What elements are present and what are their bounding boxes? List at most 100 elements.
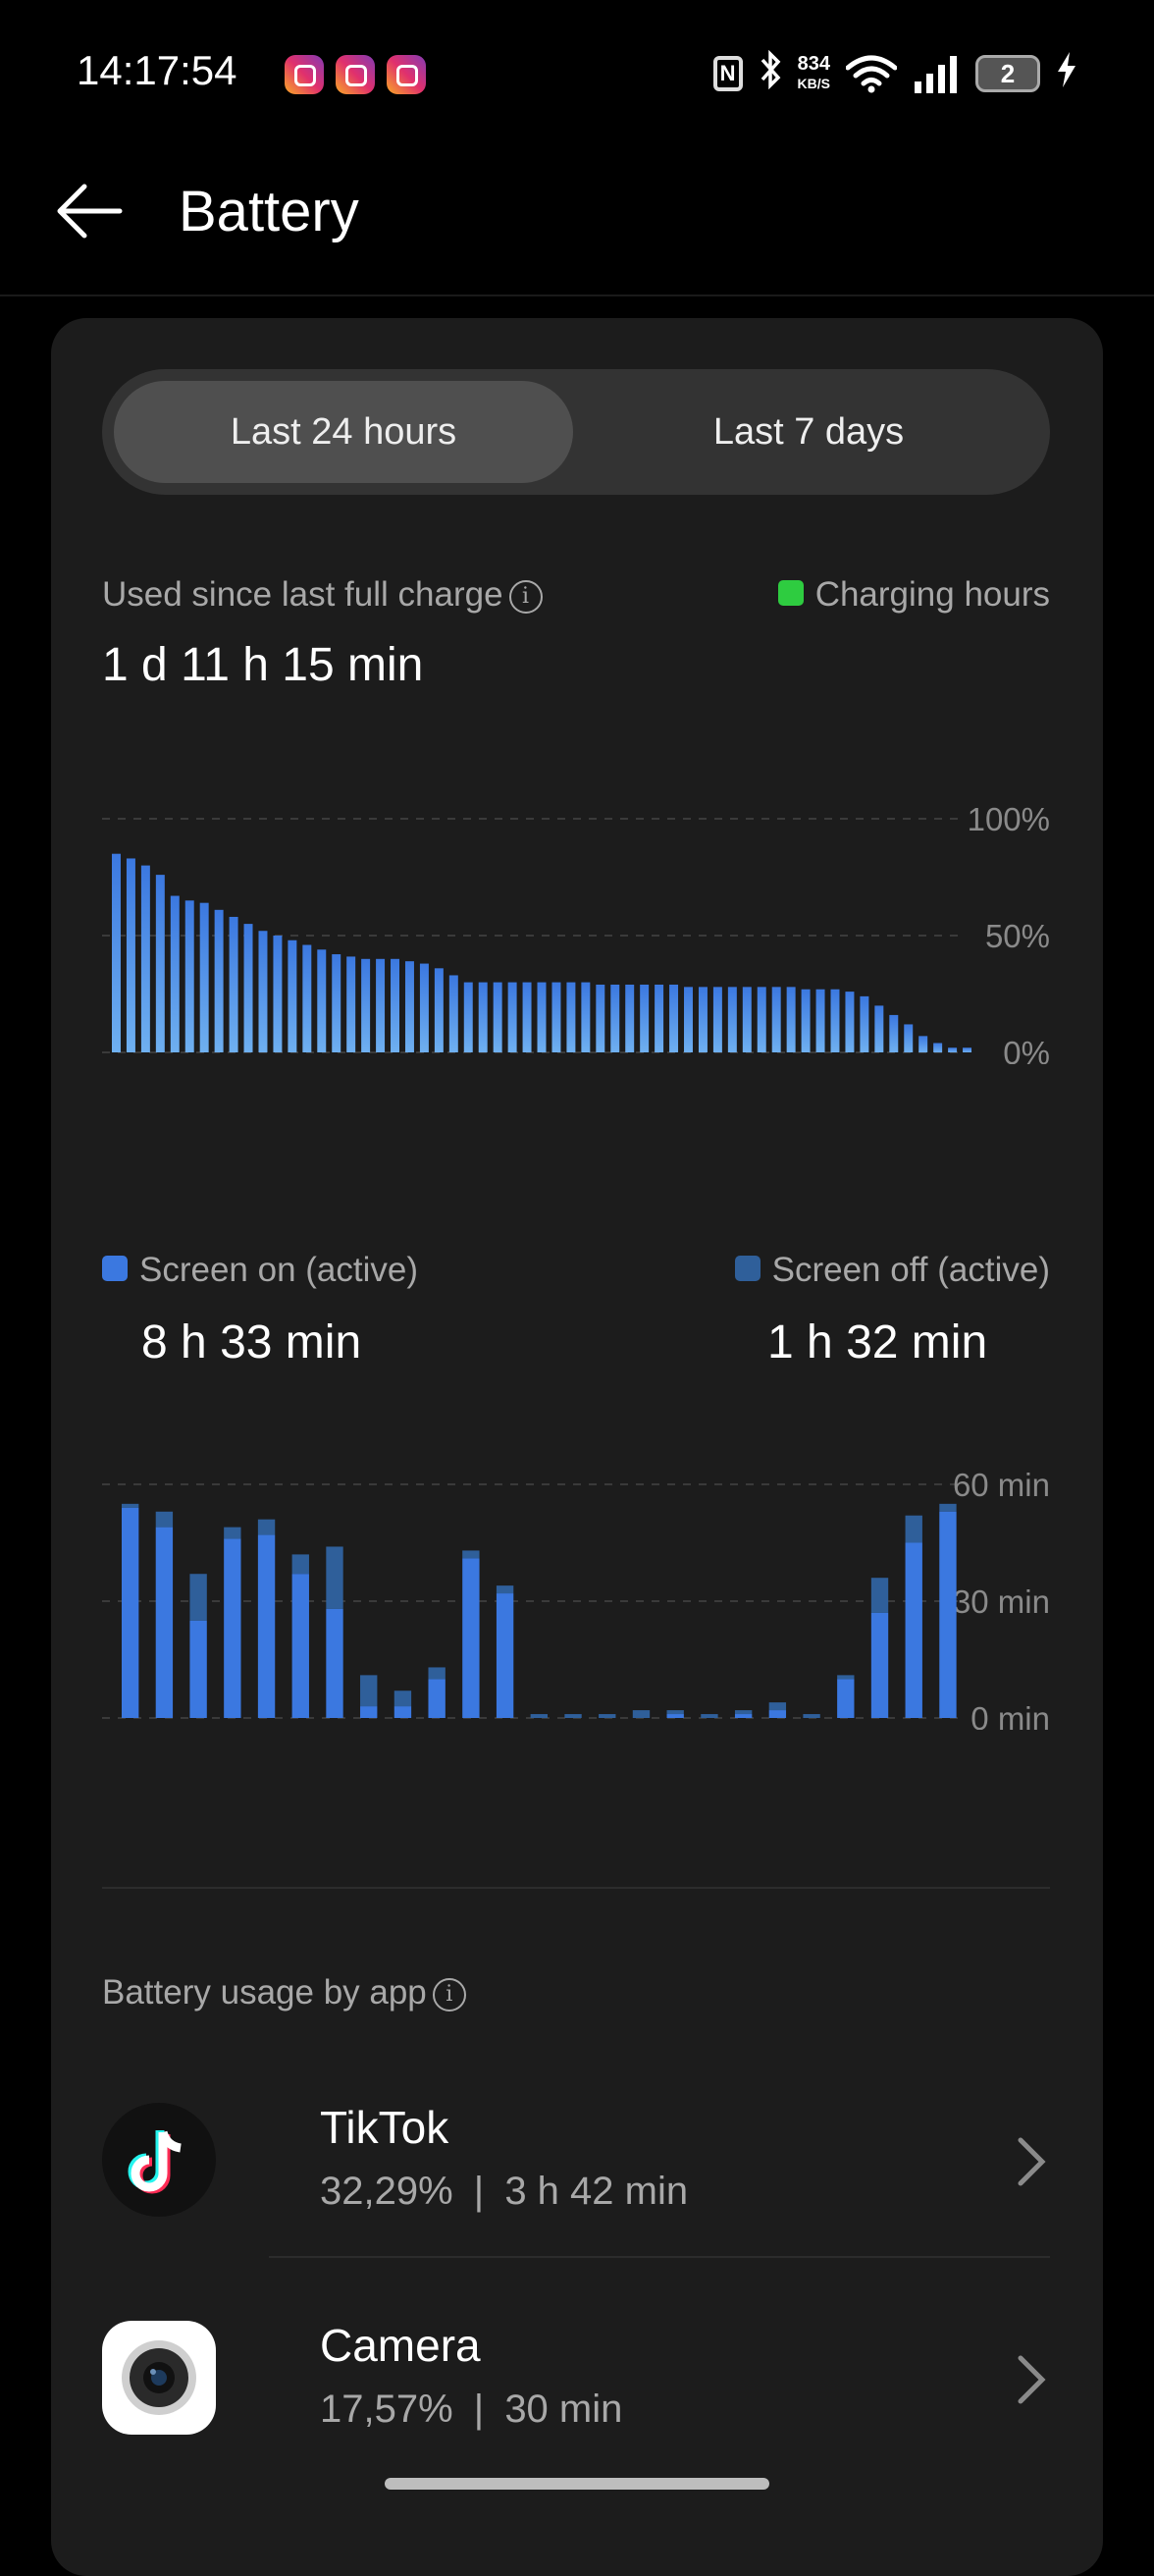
battery-bar <box>434 968 444 1052</box>
charging-legend-swatch <box>777 580 804 606</box>
battery-bar <box>317 949 327 1052</box>
battery-bar <box>963 1047 972 1052</box>
instagram-icon <box>285 55 324 94</box>
battery-bar <box>493 982 502 1052</box>
screen-on-legend: Screen on (active) <box>102 1251 418 1290</box>
gesture-bar[interactable] <box>385 2478 769 2490</box>
screen-on-bar <box>189 1620 207 1718</box>
screen-off-bar <box>393 1690 412 1707</box>
battery-bar <box>155 875 165 1052</box>
battery-bar <box>669 984 679 1052</box>
battery-bar <box>918 1036 928 1052</box>
tab-last-24-hours[interactable]: Last 24 hours <box>114 381 573 483</box>
battery-bar <box>170 895 180 1052</box>
screen-off-bar <box>360 1675 378 1707</box>
battery-bar <box>551 982 561 1052</box>
battery-bar <box>199 902 209 1052</box>
battery-bar <box>742 987 752 1052</box>
app-name: TikTok <box>320 2102 449 2153</box>
screen-on-bar <box>768 1710 787 1718</box>
y-tick-label: 60 min <box>953 1467 1050 1503</box>
battery-bar <box>698 987 708 1052</box>
chevron-right-icon <box>1018 2137 1046 2186</box>
app-row-tiktok[interactable]: TikTok 32,29% | 3 h 42 min <box>102 2064 1050 2270</box>
screen-on-bar <box>360 1706 378 1718</box>
usage-label: Used since last full charge <box>102 575 503 614</box>
app-percent: 17,57% <box>320 2388 453 2431</box>
screen-on-bar <box>155 1527 174 1718</box>
battery-bar <box>332 954 341 1052</box>
battery-bar <box>786 987 796 1052</box>
usage-label-row: Used since last full charge i <box>102 575 543 615</box>
screen-off-bar <box>768 1702 787 1711</box>
y-tick-label: 0 min <box>970 1700 1050 1730</box>
screen-off-bar <box>734 1710 753 1715</box>
battery-bar <box>860 995 869 1052</box>
screen-on-bar <box>666 1714 684 1718</box>
charging-bolt-icon <box>1056 50 1077 98</box>
screen-off-bar <box>155 1511 174 1528</box>
screen-off-legend: Screen off (active) <box>734 1251 1050 1290</box>
screen-off-bar <box>122 1503 139 1508</box>
battery-bar <box>933 1043 943 1052</box>
screen-off-bar <box>257 1519 276 1535</box>
battery-bar <box>273 936 283 1052</box>
battery-bar <box>376 958 386 1052</box>
screen-on-bar <box>734 1714 753 1718</box>
info-icon[interactable]: i <box>508 580 543 614</box>
screen-off-bar <box>599 1714 616 1718</box>
battery-bar <box>904 1024 914 1052</box>
network-speed-value: 834 <box>797 53 830 75</box>
battery-bar <box>361 958 371 1052</box>
battery-bar <box>391 958 400 1052</box>
screen-off-value: 1 h 32 min <box>767 1316 988 1368</box>
battery-bar <box>448 975 458 1052</box>
back-arrow-icon[interactable] <box>55 177 124 245</box>
app-usage-stat: 32,29% | 3 h 42 min <box>320 2170 688 2214</box>
screen-on-bar <box>428 1679 446 1718</box>
battery-bar <box>625 984 635 1052</box>
screen-on-bar <box>257 1534 276 1718</box>
battery-bar <box>302 944 312 1052</box>
battery-bar <box>419 963 429 1052</box>
battery-bar <box>830 989 840 1052</box>
battery-bar <box>640 984 650 1052</box>
network-speed-unit: KB/S <box>797 76 830 91</box>
screen-on-bar <box>393 1706 412 1718</box>
wifi-icon <box>846 55 897 93</box>
battery-bar <box>507 982 517 1052</box>
screen-off-bar <box>530 1714 548 1718</box>
battery-bar <box>140 865 150 1052</box>
y-tick-label: 30 min <box>953 1583 1050 1620</box>
app-usage-label: Battery usage by app <box>102 1973 427 2012</box>
battery-bar <box>537 982 547 1052</box>
app-time: 30 min <box>504 2388 623 2431</box>
screen-on-bar <box>837 1679 855 1718</box>
screen-off-label: Screen off (active) <box>771 1251 1050 1289</box>
battery-bar <box>596 984 605 1052</box>
screen-on-bar <box>224 1538 241 1718</box>
screen-off-bar <box>666 1710 684 1715</box>
charging-legend: Charging hours <box>777 575 1050 615</box>
screen-on-bar <box>326 1608 343 1718</box>
info-icon[interactable]: i <box>432 1978 466 2012</box>
app-row-camera[interactable]: Camera 17,57% | 30 min <box>102 2281 1050 2488</box>
screen-off-bar <box>428 1667 446 1680</box>
status-bar: 14:17:54 N 834 KB/S 2 <box>0 0 1154 147</box>
screen-off-bar <box>632 1710 651 1718</box>
battery-bar <box>214 909 224 1052</box>
screen-off-swatch <box>734 1256 761 1281</box>
screen-on-bar <box>122 1507 139 1718</box>
screen-on-value: 8 h 33 min <box>141 1316 362 1368</box>
screen-off-bar <box>870 1578 889 1613</box>
screen-off-bar <box>701 1714 718 1718</box>
app-percent: 32,29% <box>320 2170 453 2213</box>
y-tick-label: 50% <box>985 918 1050 954</box>
battery-status-icon: 2 <box>975 55 1040 92</box>
battery-bar <box>874 1005 884 1052</box>
stat-separator: | <box>473 2170 485 2213</box>
screen-on-bar <box>496 1593 514 1718</box>
tab-last-7-days[interactable]: Last 7 days <box>712 410 905 453</box>
battery-bar <box>566 982 576 1052</box>
